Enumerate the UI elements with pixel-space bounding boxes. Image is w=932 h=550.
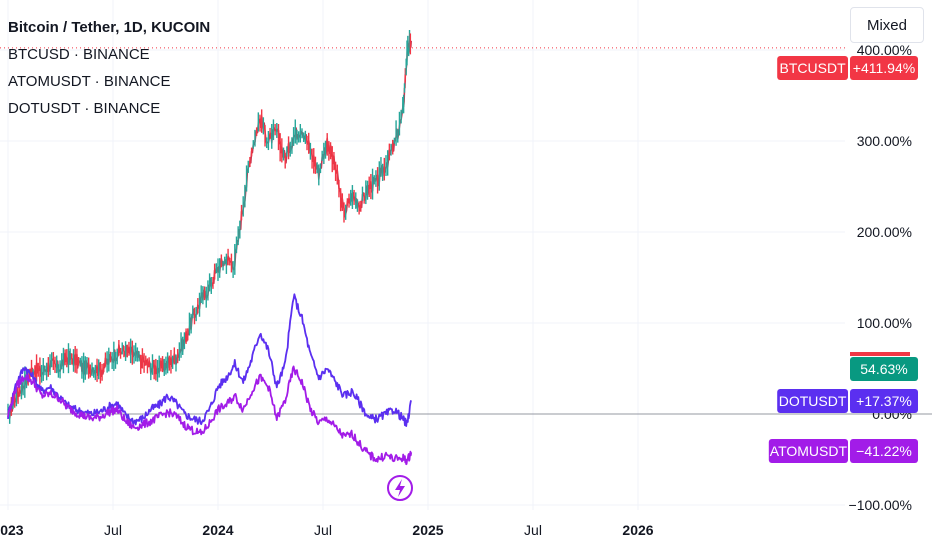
x-tick-label: 2025 — [412, 522, 443, 538]
x-axis[interactable]: 2023 Jul 2024 Jul 2025 Jul 2026 — [0, 522, 654, 538]
price-tag-dotusdt: DOTUSDT +17.37% — [777, 389, 918, 413]
x-tick-label: 2026 — [622, 522, 653, 538]
x-tick-label: Jul — [104, 522, 122, 538]
series-line — [7, 365, 413, 466]
lightning-icon[interactable] — [387, 475, 413, 501]
x-tick-label: Jul — [524, 522, 542, 538]
y-tick-label: −100.00% — [849, 497, 912, 513]
legend-series-btcusd[interactable]: BTCUSD · BINANCE — [8, 46, 150, 63]
y-tick-label: 200.00% — [857, 224, 912, 240]
y-tick-label: 300.00% — [857, 133, 912, 149]
price-tags: BTCUSDT +411.94% 54.63% DOTUSDT +17.37% ATOMU… — [768, 56, 918, 463]
price-tag-btcusdt: BTCUSDT +411.94% — [777, 56, 918, 80]
x-tick-label: 2024 — [202, 522, 233, 538]
legend-title[interactable]: Bitcoin / Tether, 1D, KUCOIN — [8, 19, 211, 36]
series-line — [7, 293, 413, 427]
series-btcusdt[interactable] — [7, 29, 412, 424]
legend-series-dotusdt[interactable]: DOTUSDT · BINANCE — [8, 100, 161, 117]
legend-series-atomusdt[interactable]: ATOMUSDT · BINANCE — [8, 73, 171, 90]
reference-lines — [0, 47, 932, 415]
y-tick-label: 100.00% — [857, 315, 912, 331]
price-tag-name: BTCUSDT — [780, 60, 847, 76]
price-tag-atomusdt: ATOMUSDT −41.22% — [768, 439, 918, 463]
price-tag-value: −41.22% — [856, 443, 912, 459]
x-tick-label: Jul — [314, 522, 332, 538]
x-tick-label: 2023 — [0, 522, 24, 538]
price-tag-last-price: 54.63% — [850, 352, 918, 381]
price-tag-name: ATOMUSDT — [770, 443, 848, 459]
series-layer — [7, 29, 413, 466]
scale-mode-button[interactable]: Mixed — [850, 7, 924, 43]
series-dotusdt[interactable] — [7, 293, 413, 427]
price-tag-value: +411.94% — [853, 60, 915, 76]
legend: Bitcoin / Tether, 1D, KUCOIN BTCUSD · BI… — [8, 14, 210, 122]
price-tag-name: DOTUSDT — [779, 393, 847, 409]
price-tag-value: +17.37% — [856, 393, 912, 409]
y-tick-label: 400.00% — [857, 42, 912, 58]
price-tag-value: 54.63% — [860, 361, 907, 377]
series-atomusdt[interactable] — [7, 365, 413, 466]
